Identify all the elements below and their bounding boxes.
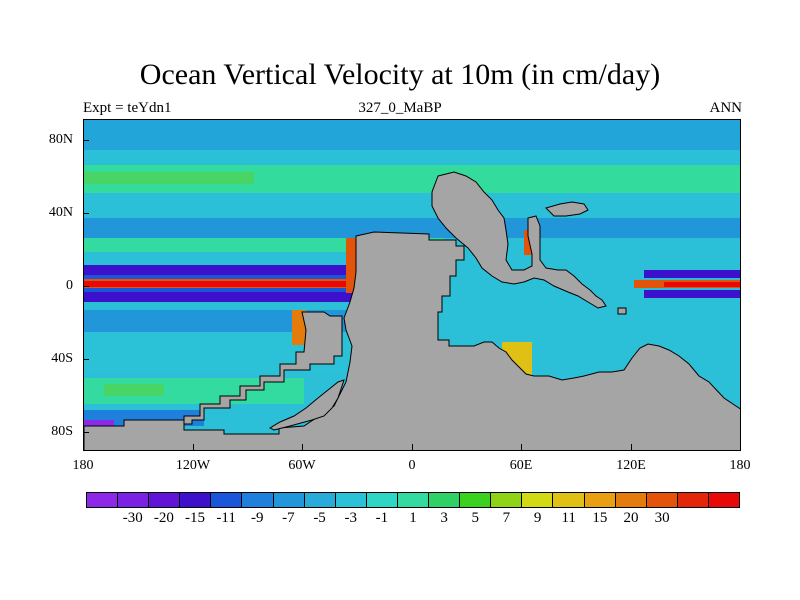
x-label-60w: 60W: [288, 458, 316, 473]
colorbar-swatch: [149, 493, 181, 507]
land-main-continent: [84, 231, 740, 450]
y-tick-0: [83, 286, 89, 287]
colorbar-label: -30: [122, 510, 143, 526]
x-tick-60w: [302, 444, 303, 450]
x-tick-120e: [631, 444, 632, 450]
colorbar-label: -15: [185, 510, 205, 526]
y-label-0: 0: [66, 278, 73, 293]
colorbar-swatch: [708, 493, 739, 507]
coastal-upwelling-west-2: [292, 310, 306, 345]
colorbar-label: 9: [533, 510, 542, 526]
eastern-equatorial-downwelling-2: [644, 290, 740, 298]
colorbar-label: 1: [409, 510, 417, 526]
colorbar-swatch: [118, 493, 150, 507]
y-tick-80n: [83, 140, 89, 141]
colorbar-swatch: [335, 493, 367, 507]
colorbar-label: -9: [251, 510, 264, 526]
x-tick-60e: [521, 444, 522, 450]
colorbar-label: -3: [344, 510, 357, 526]
y-label-40s: 40S: [51, 351, 73, 366]
colorbar-swatch: [460, 493, 492, 507]
colorbar-label: -1: [375, 510, 389, 526]
colorbar-swatch: [87, 493, 119, 507]
arctic-band: [84, 120, 740, 150]
colorbar-swatch: [553, 493, 585, 507]
y-tick-40s: [83, 359, 89, 360]
land-northern-continent: [431, 171, 607, 309]
colorbar-label: 15: [592, 510, 608, 526]
colorbar-swatch: [522, 493, 554, 507]
colorbar-label: 11: [561, 510, 576, 526]
map-plot: [83, 119, 741, 451]
x-label-180e: 180: [729, 458, 751, 473]
eastern-equatorial-upwelling-core: [664, 282, 740, 287]
equatorial-transition-north: [84, 275, 364, 279]
y-label-80n: 80N: [48, 132, 73, 147]
equatorial-downwelling-south: [84, 292, 364, 302]
land-southern-ridge: [268, 379, 345, 431]
colorbar-swatch: [273, 493, 305, 507]
eastern-equatorial-downwelling: [644, 270, 740, 278]
colorbar-label: -7: [282, 510, 295, 526]
colorbar-label: -11: [216, 510, 236, 526]
colorbar-label: -20: [153, 510, 174, 526]
south-polar-band: [84, 420, 114, 430]
colorbar-swatch: [242, 493, 274, 507]
colorbar-swatch: [429, 493, 461, 507]
land-western-peninsula: [183, 311, 343, 425]
colorbar-swatch: [584, 493, 616, 507]
colorbar-swatch: [397, 493, 430, 507]
colorbar-swatch: [615, 493, 647, 507]
land-northeast-island: [545, 201, 589, 217]
x-label-120e: 120E: [616, 458, 646, 473]
y-tick-80s: [83, 432, 89, 433]
colorbar-swatch: [366, 493, 398, 507]
colorbar-label: 20: [623, 510, 639, 526]
x-label-60e: 60E: [509, 458, 533, 473]
equatorial-transition-south: [84, 288, 364, 292]
x-label-0: 0: [408, 458, 416, 473]
colorbar-label: 7: [502, 510, 511, 526]
colorbar-label: 30: [654, 510, 670, 526]
season-label: ANN: [709, 100, 743, 116]
colorbar-swatch: [211, 493, 243, 507]
land-eastern-island: [617, 307, 627, 315]
y-label-40n: 40N: [48, 205, 73, 220]
colorbar-swatch: [491, 493, 523, 507]
colorbar-swatch: [646, 493, 678, 507]
period-label: 327_0_MaBP: [358, 100, 442, 116]
page-title: Ocean Vertical Velocity at 10m (in cm/da…: [139, 58, 661, 91]
equatorial-upwelling-core: [84, 281, 354, 287]
north-upwelling-core: [84, 172, 254, 184]
colorbar-swatch: [304, 493, 336, 507]
south-upwelling-core: [104, 384, 164, 396]
equatorial-downwelling-north: [84, 265, 364, 275]
x-tick-120w: [193, 444, 194, 450]
colorbar-swatch: [677, 493, 709, 507]
y-tick-40n: [83, 213, 89, 214]
colorbar: [86, 492, 740, 508]
y-label-80s: 80S: [51, 424, 73, 439]
x-label-180w: 180: [72, 458, 94, 473]
experiment-label: Expt = teYdn1: [83, 100, 172, 116]
north-subtropical-band: [84, 218, 740, 238]
colorbar-label: 3: [440, 510, 448, 526]
x-tick-0: [412, 444, 413, 450]
x-label-120w: 120W: [175, 458, 211, 473]
colorbar-label: -5: [313, 510, 326, 526]
colorbar-swatch: [180, 493, 212, 507]
colorbar-label: 5: [471, 510, 480, 526]
